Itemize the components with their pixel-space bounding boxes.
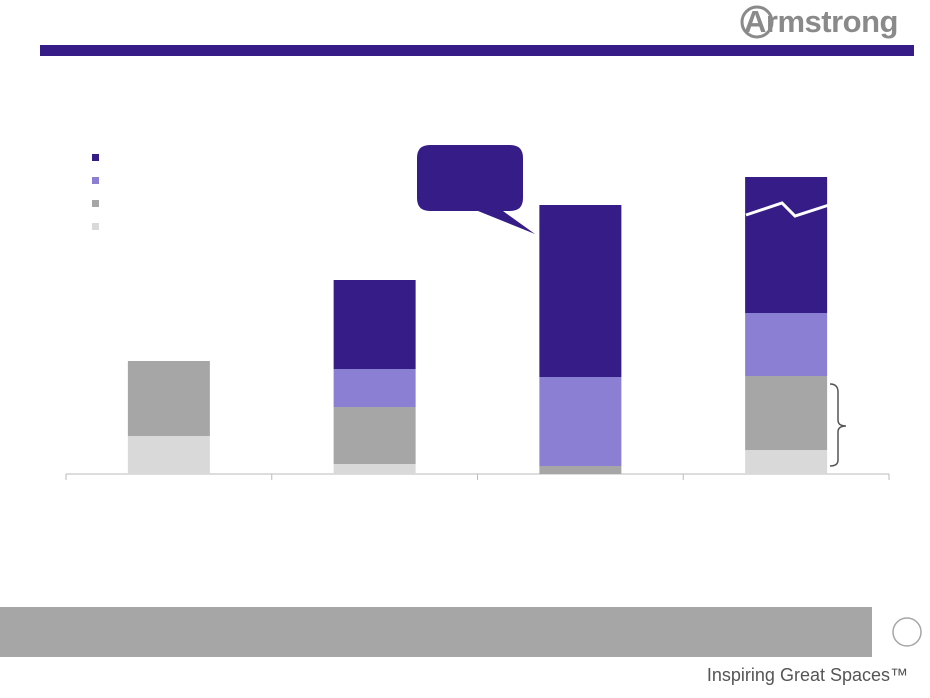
- legend-swatch: [92, 154, 99, 161]
- bar-segment: [333, 407, 416, 464]
- tagline: Inspiring Great Spaces™: [707, 665, 908, 685]
- bar-segment: [745, 313, 828, 376]
- legend-swatch: [92, 223, 99, 230]
- bar-segment: [745, 376, 828, 450]
- bar-segment: [127, 361, 210, 436]
- bar-segment: [745, 177, 828, 313]
- bar-segment: [333, 464, 416, 474]
- bracket: [829, 383, 847, 467]
- break-line: [745, 201, 830, 218]
- header-bar: [40, 45, 914, 56]
- legend-swatch: [92, 200, 99, 207]
- bar-segment: [745, 450, 828, 474]
- logo-ring: [740, 5, 774, 39]
- bar-segment: [539, 377, 622, 466]
- bar-segment: [127, 436, 210, 474]
- page-number: [892, 617, 922, 647]
- plot: [65, 154, 890, 480]
- bar-segment: [539, 466, 622, 474]
- bar-segment: [333, 280, 416, 369]
- callout: [417, 145, 535, 234]
- logo: Armstrong: [744, 4, 898, 39]
- legend-swatch: [92, 177, 99, 184]
- footer-band: [0, 607, 872, 657]
- bar-segment: [333, 369, 416, 407]
- bar-segment: [539, 205, 622, 377]
